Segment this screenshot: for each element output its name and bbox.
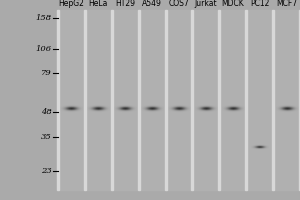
Bar [140, 10, 165, 190]
Text: 79: 79 [41, 69, 52, 77]
Text: HepG2: HepG2 [58, 0, 84, 8]
Text: 48: 48 [41, 108, 52, 116]
Text: MCF7: MCF7 [276, 0, 297, 8]
Bar [59, 10, 84, 190]
Text: Jurkat: Jurkat [195, 0, 217, 8]
Bar [194, 10, 218, 190]
Bar [165, 10, 167, 190]
Text: 35: 35 [41, 133, 52, 141]
Bar [247, 10, 272, 190]
Bar [57, 10, 59, 190]
Text: HeLa: HeLa [88, 0, 108, 8]
Text: PC12: PC12 [250, 0, 269, 8]
Text: 106: 106 [36, 45, 52, 53]
Bar [111, 10, 113, 190]
Text: 158: 158 [36, 14, 52, 22]
Bar [167, 10, 191, 190]
Text: A549: A549 [142, 0, 162, 8]
Text: COS7: COS7 [169, 0, 189, 8]
Bar [274, 10, 299, 190]
Bar [191, 10, 194, 190]
Bar [220, 10, 245, 190]
Bar [138, 10, 140, 190]
Bar [272, 10, 274, 190]
Text: MDCK: MDCK [221, 0, 244, 8]
Bar [299, 10, 300, 190]
Bar [245, 10, 247, 190]
Bar [218, 10, 220, 190]
Bar [86, 10, 111, 190]
Bar [84, 10, 86, 190]
Text: HT29: HT29 [115, 0, 135, 8]
Text: 23: 23 [41, 167, 52, 175]
Bar [113, 10, 138, 190]
